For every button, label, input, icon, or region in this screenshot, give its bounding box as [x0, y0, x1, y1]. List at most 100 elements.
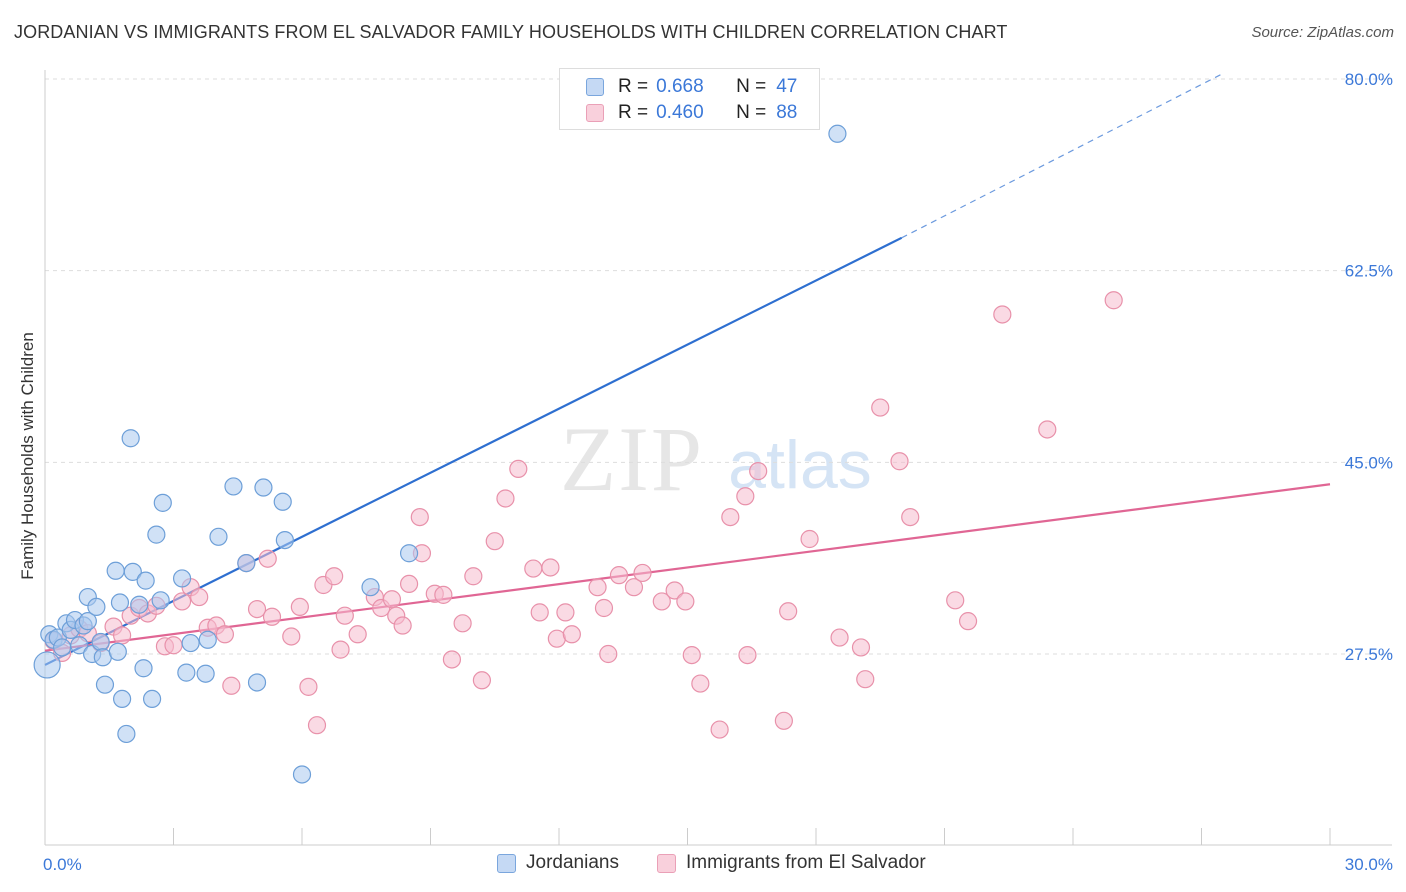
el-salvador-point [331, 640, 350, 659]
legend-swatch-pink [657, 853, 676, 873]
jordanian-point [172, 569, 192, 588]
chart-title: JORDANIAN VS IMMIGRANTS FROM EL SALVADOR… [14, 22, 1008, 42]
jordanian-point [181, 633, 200, 653]
el-salvador-point [624, 578, 644, 597]
el-salvador-point [830, 628, 849, 647]
el-salvador-point [958, 612, 978, 631]
el-salvador-point [247, 599, 267, 619]
el-salvador-point [472, 671, 491, 690]
el-salvador-point [871, 398, 890, 417]
el-salvador-point [946, 591, 965, 610]
watermark: ZIP atlas [560, 408, 872, 510]
el-salvador-point [335, 606, 354, 625]
legend-item-jordanians: Jordanians [497, 852, 619, 874]
jordanian-point [399, 544, 419, 563]
jordanian-point [112, 689, 132, 709]
legend-n-label: N = [736, 76, 767, 97]
el-salvador-point [393, 616, 412, 635]
data-points [33, 124, 1123, 784]
el-salvador-point [307, 716, 327, 735]
el-salvador-point [541, 558, 560, 577]
legend-r-label: R = [618, 102, 649, 123]
series-legend: Jordanians Immigrants from El Salvador [0, 852, 1406, 878]
legend-label-jordanians: Jordanians [526, 852, 619, 873]
el-salvador-point [290, 597, 309, 617]
legend-r-label: R = [618, 76, 649, 97]
jordanian-point [151, 591, 170, 610]
trendlines [44, 72, 1331, 666]
jordanian-point [247, 673, 267, 692]
el-salvador-point [547, 629, 566, 648]
el-salvador-point [652, 592, 671, 611]
jordanian-point [147, 525, 166, 544]
legend-n-label: N = [736, 102, 767, 123]
el-salvador-point [721, 507, 740, 527]
el-salvador-point [222, 676, 241, 695]
el-salvador-point [282, 627, 301, 646]
legend-label-el-salvador: Immigrants from El Salvador [686, 852, 926, 873]
jordanian-point [361, 578, 380, 597]
el-salvador-point [599, 644, 618, 664]
jordanian-point [87, 597, 106, 617]
el-salvador-point [215, 625, 234, 644]
el-salvador-point [530, 603, 549, 622]
el-salvador-point [779, 602, 798, 621]
el-salvador-point [348, 625, 367, 644]
el-salvador-point [258, 549, 277, 568]
jordanian-trendline-extension [901, 72, 1224, 239]
jordanian-point [123, 562, 142, 581]
legend-swatch-blue [586, 78, 604, 96]
el-salvador-point [993, 305, 1012, 324]
jordanian-point [95, 675, 115, 694]
el-salvador-point [556, 603, 575, 622]
jordanian-point [177, 663, 196, 682]
el-salvador-point [172, 592, 192, 611]
jordanian-point [121, 429, 140, 448]
legend-row-el-salvador: R = 0.460 N = 88 [586, 101, 797, 125]
el-salvador-point [325, 567, 344, 586]
el-salvador-trendline [44, 483, 1331, 652]
jordanian-point [237, 553, 256, 573]
el-salvador-point [496, 489, 515, 508]
el-salvador-point [691, 674, 710, 693]
tick-labels: 27.5% 45.0% 62.5% 80.0% 0.0% 30.0% [43, 70, 1393, 874]
el-salvador-point [736, 487, 755, 506]
el-salvador-point [856, 670, 875, 689]
jordanian-point [275, 530, 294, 550]
jordanian-point [153, 493, 172, 512]
el-salvador-point [851, 638, 871, 657]
jordanian-point [209, 527, 228, 546]
el-salvador-point [262, 607, 282, 626]
jordanian-point [33, 651, 61, 679]
el-salvador-point [633, 563, 652, 583]
el-salvador-point [588, 578, 607, 597]
y-axis-label: Family Households with Children [18, 332, 37, 580]
el-salvador-point [901, 507, 920, 527]
el-salvador-point [524, 559, 543, 578]
jordanian-point [53, 638, 72, 657]
el-salvador-point [1038, 420, 1057, 439]
jordanian-point [196, 664, 215, 683]
legend-r-value: 0.460 [656, 102, 704, 123]
jordanian-point [108, 642, 127, 661]
el-salvador-point [112, 626, 132, 645]
el-salvador-point [890, 452, 909, 471]
legend-n-value: 47 [776, 76, 798, 97]
legend-row-jordanians: R = 0.668 N = 47 [586, 75, 797, 99]
el-salvador-point [774, 711, 793, 730]
jordanian-point [828, 124, 847, 143]
x-tick-label: 30.0% [1345, 855, 1393, 874]
el-salvador-point [299, 677, 318, 696]
legend-swatch-pink [586, 104, 604, 122]
el-salvador-point [676, 592, 695, 611]
el-salvador-point [382, 590, 402, 609]
y-tick-label: 62.5% [1345, 262, 1393, 281]
jordanian-point [130, 595, 149, 614]
el-salvador-point [710, 720, 729, 739]
jordanian-point [110, 593, 130, 612]
jordanian-point [106, 561, 125, 580]
legend-r-value: 0.668 [656, 76, 704, 97]
jordanian-point [136, 571, 155, 590]
y-tick-label: 80.0% [1345, 70, 1393, 89]
el-salvador-point [738, 645, 757, 665]
